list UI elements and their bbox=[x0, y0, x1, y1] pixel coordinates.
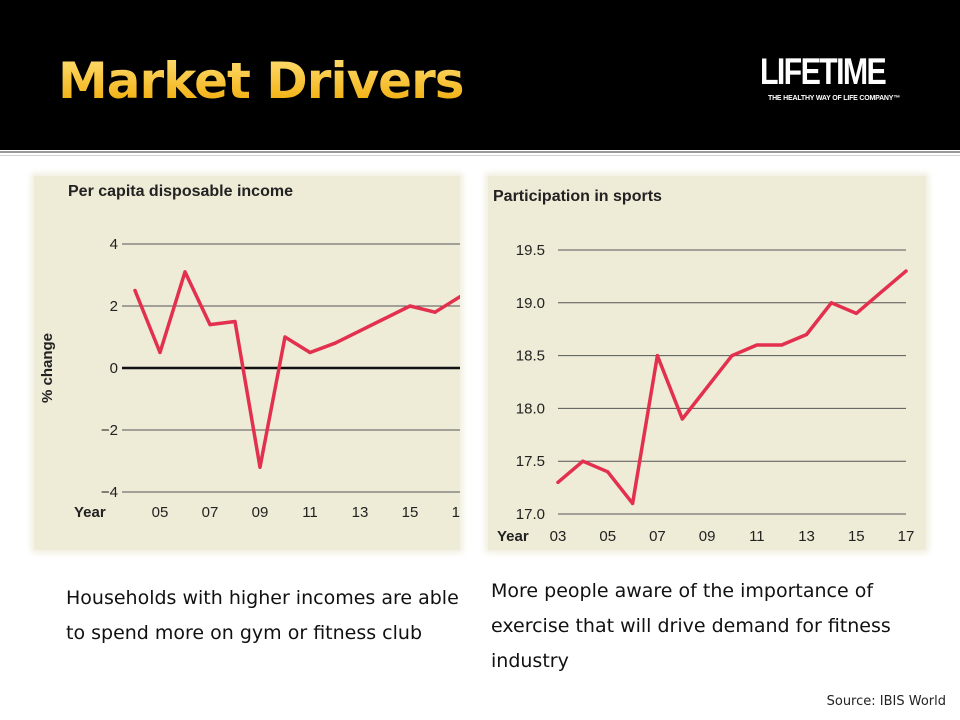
x-tick-label: 15 bbox=[848, 528, 865, 545]
x-tick-label: 03 bbox=[550, 528, 567, 545]
y-tick-label: 17.0 bbox=[516, 506, 545, 523]
data-point bbox=[879, 290, 883, 294]
x-tick-label: 15 bbox=[402, 504, 419, 521]
y-tick-label: 4 bbox=[110, 236, 118, 253]
data-point bbox=[581, 459, 585, 463]
y-tick-label: 17.5 bbox=[516, 453, 545, 470]
data-point bbox=[408, 304, 412, 308]
data-point bbox=[655, 354, 660, 358]
x-tick-label: 07 bbox=[202, 504, 219, 521]
series-line bbox=[133, 270, 460, 469]
data-point bbox=[158, 350, 162, 355]
data-point bbox=[308, 350, 312, 355]
slide-header: Market Drivers LIFETIME THE HEALTHY WAY … bbox=[0, 0, 960, 150]
x-tick-label: 17 bbox=[898, 528, 915, 545]
y-tick-label: 19.0 bbox=[516, 295, 545, 312]
data-point bbox=[680, 417, 684, 421]
data-point bbox=[705, 385, 709, 389]
sports-chart-panel: Participation in sports 19.5 19.0 18.5 18.0 1… bbox=[488, 176, 926, 550]
data-point bbox=[780, 343, 784, 347]
data-point bbox=[283, 335, 287, 339]
y-tick-label: 0 bbox=[110, 360, 118, 377]
x-tick-label: 11 bbox=[749, 528, 765, 545]
data-point bbox=[904, 269, 908, 273]
logo-wordmark: LIFETIME bbox=[760, 51, 887, 92]
x-tick-label: 17 bbox=[452, 504, 460, 521]
income-chart-panel: Per capita disposable income 4 2 0 −2 −4 05 07 0… bbox=[34, 176, 460, 550]
logo-tagline: THE HEALTHY WAY OF LIFE COMPANY™ bbox=[768, 95, 901, 102]
y-tick-label: −2 bbox=[101, 422, 118, 439]
data-point bbox=[358, 329, 362, 333]
data-point bbox=[556, 480, 560, 484]
caption-sports: More people aware of the importance of e… bbox=[491, 580, 891, 672]
caption-income: Households with higher incomes are able … bbox=[66, 587, 459, 644]
x-tick-label: 05 bbox=[599, 528, 616, 545]
chart-title: Participation in sports bbox=[493, 188, 662, 205]
x-tick-label: 13 bbox=[352, 504, 369, 521]
data-point bbox=[183, 270, 187, 274]
series-line bbox=[556, 269, 908, 506]
data-point bbox=[606, 470, 610, 474]
slide-title: Market Drivers bbox=[58, 52, 465, 110]
income-chart: Per capita disposable income 4 2 0 −2 −4 05 07 0… bbox=[39, 183, 460, 521]
y-tick-label: 2 bbox=[110, 298, 118, 315]
y-axis-label: % change bbox=[39, 333, 56, 403]
data-point bbox=[854, 311, 858, 315]
x-axis-label: Year bbox=[497, 528, 529, 545]
data-point bbox=[433, 310, 437, 314]
x-tick-label: 13 bbox=[798, 528, 815, 545]
y-tick-label: 18.0 bbox=[516, 400, 545, 417]
x-axis-label: Year bbox=[74, 504, 106, 521]
data-point bbox=[730, 354, 734, 358]
chart-title: Per capita disposable income bbox=[68, 183, 293, 200]
data-point bbox=[208, 323, 212, 327]
y-tick-label: 19.5 bbox=[516, 242, 545, 259]
source-note: Source: IBIS World bbox=[826, 694, 946, 709]
data-point bbox=[829, 301, 834, 305]
data-point bbox=[233, 319, 237, 324]
lifetime-logo: LIFETIME THE HEALTHY WAY OF LIFE COMPANY… bbox=[760, 51, 940, 103]
data-point bbox=[333, 341, 337, 345]
data-point bbox=[258, 465, 262, 469]
header-divider-thin bbox=[0, 155, 960, 156]
sports-chart: Participation in sports 19.5 19.0 18.5 18.0 1… bbox=[493, 188, 915, 545]
header-divider bbox=[0, 151, 960, 153]
data-point bbox=[630, 501, 635, 506]
x-tick-label: 09 bbox=[252, 504, 269, 521]
y-tick-label: −4 bbox=[101, 484, 118, 501]
x-tick-label: 09 bbox=[699, 528, 716, 545]
x-tick-label: 05 bbox=[152, 504, 169, 521]
data-point bbox=[804, 332, 809, 337]
x-tick-label: 07 bbox=[649, 528, 666, 545]
data-point bbox=[133, 288, 137, 293]
data-point bbox=[755, 343, 759, 347]
x-tick-label: 11 bbox=[302, 504, 318, 521]
data-point bbox=[383, 316, 387, 320]
y-tick-label: 18.5 bbox=[516, 348, 545, 365]
data-point bbox=[458, 295, 460, 299]
